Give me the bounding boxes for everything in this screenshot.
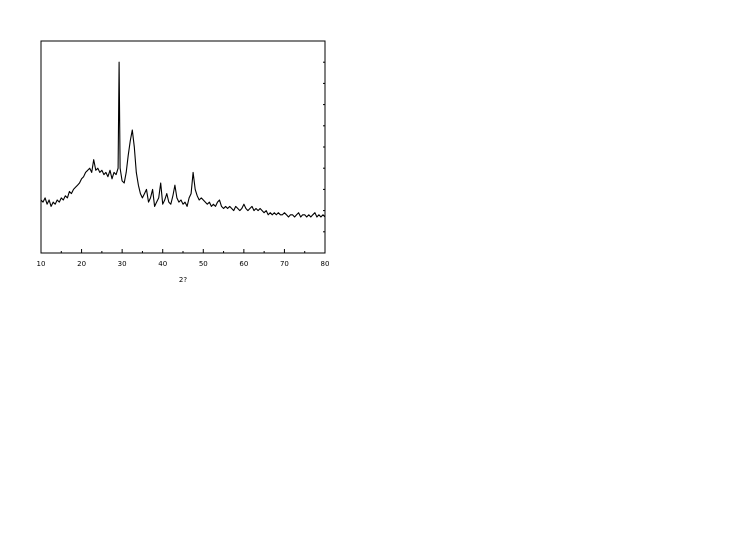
x-axis-tick-labels: 10 20 30 40 50 60 70 80	[37, 260, 330, 268]
x-tick-label: 10	[37, 260, 46, 268]
x-tick-label: 80	[321, 260, 330, 268]
x-axis-label: 2?	[179, 276, 187, 284]
y-axis-ticks	[323, 61, 325, 233]
x-tick-label: 20	[77, 260, 86, 268]
x-tick-label: 60	[239, 260, 248, 268]
x-tick-label: 30	[118, 260, 127, 268]
x-tick-label: 40	[158, 260, 167, 268]
series-line	[40, 61, 326, 218]
x-tick-label: 70	[280, 260, 289, 268]
x-axis-ticks	[40, 249, 326, 253]
x-tick-label: 50	[199, 260, 208, 268]
plot-frame	[40, 40, 326, 254]
